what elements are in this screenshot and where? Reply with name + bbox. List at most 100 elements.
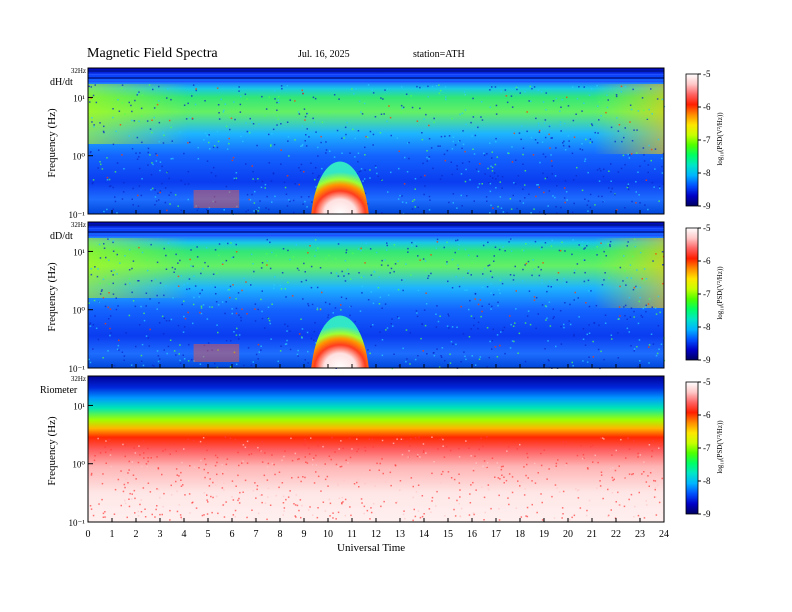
heatmap-speckle [388, 105, 390, 107]
heatmap-speckle [180, 179, 182, 182]
heatmap-speckle [339, 466, 342, 468]
heatmap-speckle [382, 472, 384, 475]
heatmap-speckle [315, 454, 317, 457]
heatmap-speckle [495, 140, 497, 143]
heatmap-speckle [235, 298, 237, 300]
heatmap-speckle [273, 284, 275, 286]
heatmap-speckle [544, 156, 547, 158]
heatmap-speckle [390, 443, 392, 446]
heatmap-speckle [541, 282, 543, 284]
heatmap-speckle [317, 155, 319, 157]
heatmap-speckle [641, 316, 644, 318]
heatmap-speckle [157, 488, 160, 491]
heatmap-speckle [502, 211, 505, 213]
heatmap-speckle [587, 200, 590, 202]
heatmap-speckle [180, 209, 182, 212]
heatmap-speckle [513, 132, 516, 135]
heatmap-speckle [472, 148, 474, 150]
heatmap-speckle [305, 461, 307, 463]
heatmap-speckle [340, 309, 342, 311]
heatmap-speckle [389, 471, 392, 474]
heatmap-speckle [186, 282, 189, 285]
heatmap-speckle [589, 206, 592, 209]
heatmap-speckle [474, 293, 477, 295]
heatmap-speckle [141, 476, 144, 478]
heatmap-speckle [140, 194, 143, 197]
heatmap-speckle [639, 296, 641, 299]
heatmap-speckle [257, 178, 259, 180]
heatmap-speckle [486, 200, 488, 202]
heatmap-speckle [194, 285, 197, 287]
heatmap-speckle [635, 285, 637, 288]
heatmap-speckle [217, 331, 219, 334]
heatmap-speckle [335, 518, 337, 520]
heatmap-speckle [314, 322, 316, 324]
heatmap-speckle [386, 242, 388, 244]
heatmap-speckle [302, 92, 304, 95]
heatmap-speckle [210, 171, 213, 174]
heatmap-speckle [426, 156, 428, 159]
heatmap-speckle [644, 204, 646, 206]
heatmap-speckle [370, 291, 372, 293]
heatmap-speckle [156, 294, 158, 297]
heatmap-speckle [620, 85, 623, 88]
heatmap-speckle [380, 264, 383, 266]
heatmap-speckle [216, 130, 219, 133]
heatmap-speckle [503, 482, 505, 484]
heatmap-speckle [516, 448, 518, 450]
heatmap-speckle [435, 505, 437, 507]
heatmap-speckle [116, 273, 118, 275]
heatmap-speckle [530, 136, 533, 139]
heatmap-speckle [477, 303, 480, 306]
heatmap-speckle [390, 484, 392, 487]
heatmap-speckle [222, 473, 224, 475]
heatmap-speckle [407, 456, 410, 458]
heatmap-speckle [369, 518, 371, 520]
heatmap-speckle [608, 187, 610, 189]
heatmap-speckle [534, 482, 537, 484]
heatmap-speckle [645, 481, 648, 483]
heatmap-speckle [495, 137, 497, 140]
heatmap-speckle [394, 464, 397, 466]
heatmap-speckle [126, 516, 128, 519]
heatmap-speckle [165, 320, 168, 322]
heatmap-speckle [235, 307, 238, 310]
heatmap-speckle [645, 304, 647, 307]
heatmap-speckle [562, 440, 564, 443]
heatmap-speckle [473, 153, 476, 155]
heatmap-speckle [536, 142, 539, 144]
heatmap-speckle [257, 358, 259, 360]
y-tick-label: 10⁻¹ [69, 364, 86, 374]
heatmap-speckle [586, 467, 589, 469]
heatmap-speckle [390, 323, 392, 325]
heatmap-speckle [522, 188, 524, 190]
heatmap-speckle [197, 158, 200, 160]
heatmap-speckle [379, 462, 381, 465]
heatmap-speckle [347, 476, 350, 478]
heatmap-speckle [140, 115, 143, 117]
heatmap-speckle [327, 314, 330, 316]
heatmap-speckle [231, 159, 234, 162]
heatmap-speckle [424, 185, 426, 187]
heatmap-speckle [184, 183, 186, 185]
heatmap-speckle [500, 465, 503, 468]
heatmap-speckle [197, 146, 199, 149]
heatmap-speckle [490, 204, 492, 207]
heatmap-speckle [578, 316, 580, 318]
heatmap-speckle [469, 179, 471, 181]
heatmap-speckle [421, 138, 424, 141]
heatmap-speckle [446, 241, 448, 244]
heatmap-speckle [214, 464, 217, 467]
heatmap-speckle [401, 453, 404, 456]
heatmap-speckle [486, 327, 489, 329]
heatmap-speckle [572, 179, 575, 181]
heatmap-speckle [203, 514, 205, 516]
heatmap-speckle [581, 149, 584, 151]
heatmap-speckle [384, 481, 387, 483]
heatmap-speckle [384, 303, 387, 305]
x-tick-label: 23 [635, 529, 645, 540]
heatmap-speckle [172, 482, 174, 484]
heatmap-speckle [583, 259, 586, 261]
heatmap-speckle [265, 207, 267, 209]
heatmap-speckle [454, 144, 457, 146]
